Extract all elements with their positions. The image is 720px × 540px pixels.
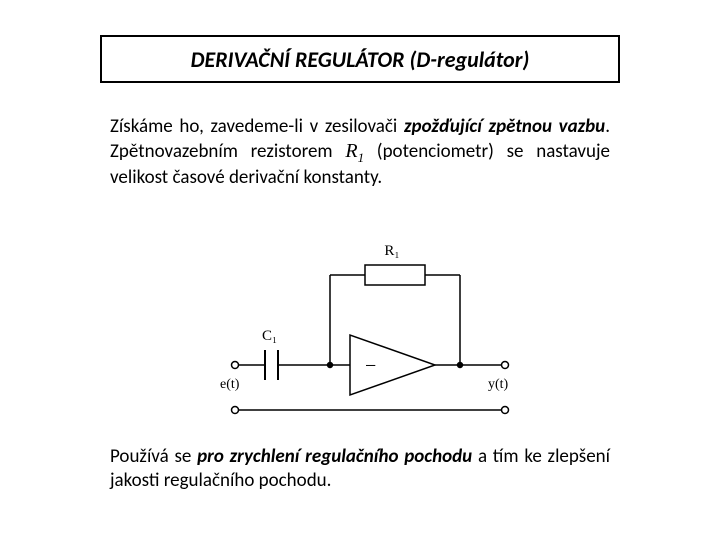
opamp-triangle-icon xyxy=(350,335,435,395)
input-terminal-icon xyxy=(232,362,239,369)
intro-paragraph: Získáme ho, zavedeme-li v zesilovači zpo… xyxy=(110,115,610,190)
p1-emph: zpožďující zpětnou vazbu xyxy=(404,115,605,138)
ground-in-terminal-icon xyxy=(232,407,239,414)
page-title: DERIVAČNÍ REGULÁTOR (D-regulátor) xyxy=(191,46,530,73)
usage-paragraph: Používá se pro zrychlení regulačního poc… xyxy=(110,445,610,493)
output-terminal-icon xyxy=(502,362,509,369)
p2-pre: Používá se xyxy=(110,445,197,468)
p2-emph: pro zrychlení regulačního pochodu xyxy=(197,445,472,468)
r1-label: R₁ xyxy=(384,243,399,259)
circuit-diagram: R₁ C₁ e(t) y(t) − xyxy=(220,235,540,425)
ground-out-terminal-icon xyxy=(502,407,509,414)
p1-pre: Získáme ho, zavedeme-li v zesilovači xyxy=(110,115,404,138)
c1-label: C₁ xyxy=(262,328,277,344)
output-label: y(t) xyxy=(488,377,509,392)
resistor-icon xyxy=(365,265,425,285)
input-label: e(t) xyxy=(220,377,240,392)
minus-label: − xyxy=(365,355,376,377)
title-box: DERIVAČNÍ REGULÁTOR (D-regulátor) xyxy=(100,35,620,83)
p1-r1: R1 xyxy=(345,140,364,162)
